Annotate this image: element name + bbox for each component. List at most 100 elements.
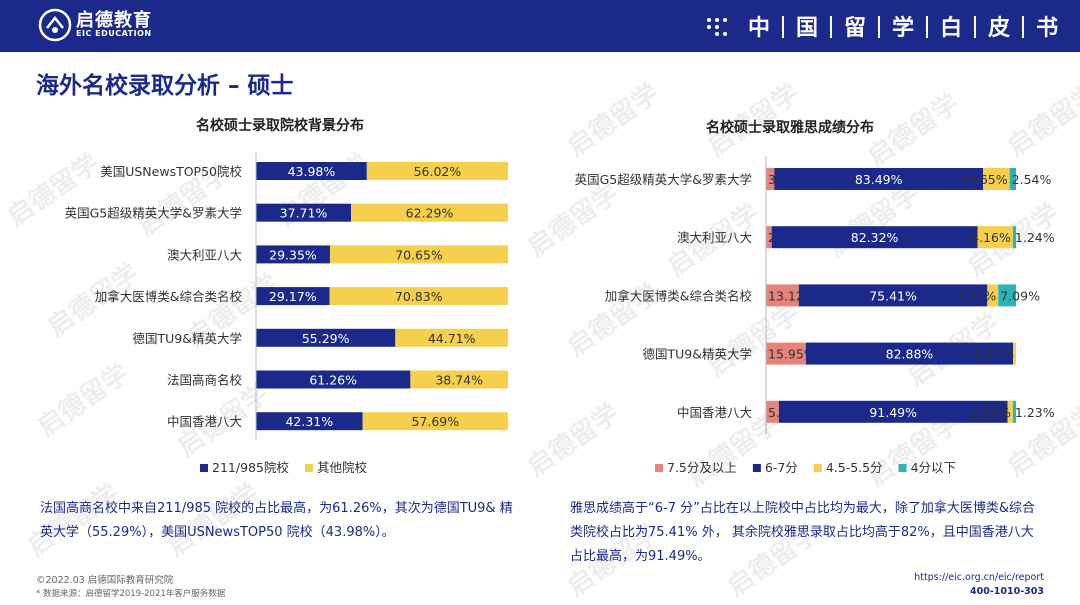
category-label: 中国香港八大 [167, 414, 242, 429]
bar-segment [395, 328, 508, 347]
bar-segment [805, 342, 1014, 365]
category-label: 德国TU9&精英大学 [133, 331, 243, 346]
data-label: 82.88% [886, 347, 934, 362]
data-label: 62.29% [406, 206, 454, 221]
data-label: 56.02% [414, 164, 462, 179]
background-distribution-chart: 美国USNewsTOP50院校 43.98% 56.02% 英国G5超级精英大学&罗素… [65, 152, 508, 475]
bar-segment [256, 287, 330, 306]
bar-segment [766, 168, 775, 190]
bar-segment [771, 226, 978, 249]
left-chart-title: 名校硕士录取院校背景分布 [196, 118, 364, 134]
data-label: 42.31% [285, 414, 333, 429]
legend-swatch [813, 464, 822, 472]
data-label: 2.54% [1012, 172, 1052, 187]
bar-segment [766, 400, 779, 423]
bar-segment [998, 284, 1016, 307]
data-label: 75.41% [869, 288, 917, 303]
bar-segment [256, 245, 330, 264]
data-label: 61.26% [309, 373, 357, 388]
bar-segment [977, 226, 1013, 249]
footer-copyright: ©2022.03 启德国际教育研究院 [36, 575, 174, 586]
series-char: 学 [892, 16, 915, 41]
bar-segment [362, 412, 508, 431]
data-label: 70.65% [395, 247, 443, 262]
legend-label: 7.5分及以上 [667, 460, 737, 475]
bar-segment [256, 412, 363, 431]
data-label: 1.17% [974, 347, 1014, 362]
data-label: 82.32% [851, 230, 899, 245]
data-label: 29.35% [269, 247, 317, 262]
data-label: 83.49% [855, 172, 903, 187]
data-label: 91.49% [869, 405, 917, 420]
category-label: 澳大利亚八大 [167, 247, 242, 262]
data-label: 15.95% [768, 347, 816, 362]
series-char: 书 [1036, 16, 1059, 41]
data-label: 55.29% [302, 331, 350, 346]
series-char: 皮 [988, 16, 1011, 41]
category-label: 中国香港八大 [677, 405, 752, 420]
brand-name-en: EIC EDUCATION [76, 29, 152, 38]
legend-label: 211/985院校 [212, 460, 289, 475]
left-description: 法国高商名校中来自211/985 院校的占比最高，为61.26%，其次为德国TU… [40, 501, 513, 540]
legend-swatch [655, 464, 663, 472]
bar-segment [1009, 168, 1016, 190]
data-label: 2.16% [971, 405, 1011, 420]
bar-segment [329, 287, 508, 306]
category-label: 美国USNewsTOP50院校 [100, 164, 242, 179]
category-label: 加拿大医博类&综合类名校 [95, 289, 243, 304]
series-char: 留 [844, 16, 867, 41]
data-label: 37.71% [280, 206, 328, 221]
right-description: 雅思成绩高于“6-7 分”占比在以上院校中占比均为最大，除了加拿大医博类&综合类… [570, 501, 1035, 564]
eic-logo-icon [38, 8, 72, 42]
legend-label: 6-7分 [765, 460, 798, 475]
series-char: 中 [748, 16, 771, 41]
data-label: 44.71% [428, 331, 476, 346]
dots-icon [707, 18, 727, 36]
data-label: 4.37% [957, 288, 997, 303]
legend-label: 4分以下 [911, 460, 956, 475]
header-bar: 启德教育 EIC EDUCATION 中国留学白皮书 [0, 0, 1080, 52]
bar-segment [256, 162, 367, 180]
data-label: 38.74% [435, 373, 483, 388]
bar-segment [766, 342, 806, 365]
bar-segment [778, 400, 1008, 423]
legend-label: 其他院校 [317, 460, 368, 475]
data-label: 10.65% [960, 172, 1008, 187]
bar-segment [351, 203, 508, 222]
page-title: 海外名校录取分析 – 硕士 [36, 73, 294, 99]
category-label: 英国G5超级精英大学&罗素大学 [65, 206, 242, 221]
bar-segment [766, 226, 772, 249]
footer-url: https://eic.org.cn/eic/report [914, 572, 1044, 583]
data-label: 29.17% [269, 289, 317, 304]
data-label: 43.98% [288, 164, 336, 179]
brand-name: 启德教育 [76, 10, 152, 31]
bar-segment [410, 370, 508, 389]
bar-segment [798, 284, 988, 307]
footer-phone: 400-1010-303 [970, 586, 1044, 597]
bar-segment [1012, 226, 1016, 249]
category-label: 加拿大医博类&综合类名校 [605, 288, 753, 303]
bar-segment [983, 168, 1010, 190]
bar-segment [774, 168, 984, 190]
legend-swatch [752, 464, 761, 472]
data-label: 7.09% [1000, 288, 1040, 303]
right-chart-title: 名校硕士录取雅思成绩分布 [706, 120, 874, 136]
legend-swatch [200, 464, 208, 472]
bar-segment [987, 284, 999, 307]
bar-segment [1013, 342, 1016, 365]
bar-segment [766, 284, 799, 307]
data-label: 70.83% [395, 289, 443, 304]
series-title: 中国留学白皮书 [748, 10, 1058, 42]
category-label: 澳大利亚八大 [677, 230, 752, 245]
bar-segment [1007, 400, 1013, 423]
bar-segment [256, 203, 352, 222]
bar-segment [329, 245, 508, 264]
data-label: 57.69% [411, 414, 459, 429]
bar-segment [366, 162, 508, 180]
category-label: 德国TU9&精英大学 [643, 347, 753, 362]
series-char: 国 [796, 16, 819, 41]
bar-segment [256, 370, 411, 389]
legend-swatch [898, 464, 907, 472]
footer-source: * 数据来源：启德留学2019-2021年客户服务数据 [36, 589, 226, 599]
bar-segment [256, 328, 396, 347]
